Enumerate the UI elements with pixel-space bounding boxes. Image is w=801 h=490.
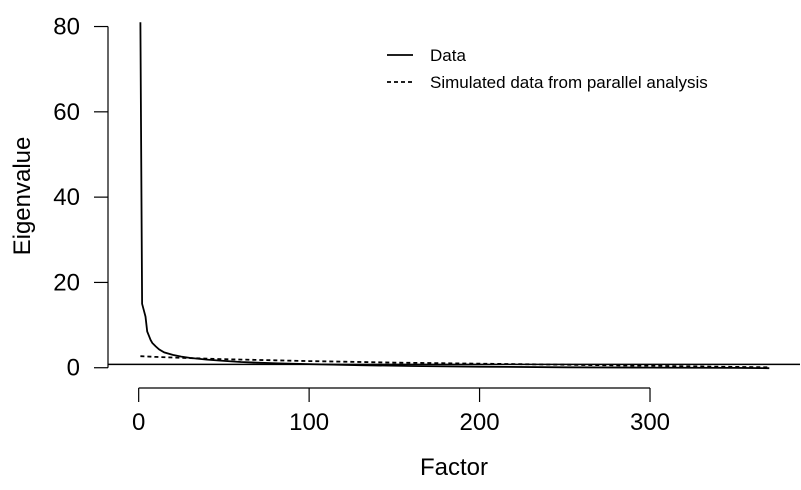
x-axis-title: Factor bbox=[420, 454, 488, 481]
y-axis-title: Eigenvalue bbox=[9, 137, 36, 256]
x-tick-label: 200 bbox=[460, 409, 500, 436]
y-tick-label: 40 bbox=[53, 184, 80, 211]
series-line-simulated bbox=[140, 355, 770, 369]
axes: 0 20 40 60 80 0 100 200 300 bbox=[53, 14, 800, 436]
x-tick-label: 100 bbox=[289, 409, 329, 436]
legend-label: Data bbox=[430, 46, 466, 65]
y-tick-label: 0 bbox=[67, 355, 80, 382]
legend: Data Simulated data from parallel analysi… bbox=[387, 46, 708, 92]
y-tick-label: 20 bbox=[53, 269, 80, 296]
y-tick-label: 80 bbox=[53, 14, 80, 41]
y-tick-label: 60 bbox=[53, 99, 80, 126]
plot-series bbox=[139, 22, 770, 370]
x-tick-label: 0 bbox=[132, 409, 145, 436]
x-tick-label: 300 bbox=[630, 409, 670, 436]
legend-label: Simulated data from parallel analysis bbox=[430, 73, 708, 92]
